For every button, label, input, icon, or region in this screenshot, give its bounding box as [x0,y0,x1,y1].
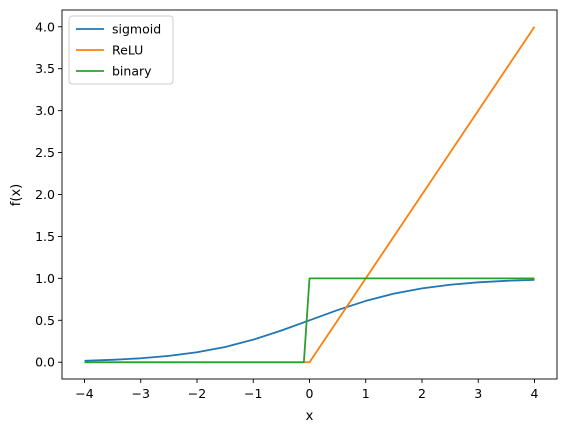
y-tick-label: 3.5 [35,61,55,76]
x-tick-label: −3 [132,386,150,401]
x-tick-label: −1 [244,386,262,401]
y-tick-label: 0.5 [35,313,55,328]
x-tick-label: −4 [75,386,93,401]
y-tick-label: 2.5 [35,145,55,160]
legend-label-sigmoid: sigmoid [112,22,161,37]
x-tick-label: 0 [306,386,314,401]
series-line-sigmoid [84,278,535,362]
axes-layer: −4 −3 −2 −1 0 1 2 3 4 0.0 0.5 1.0 1.5 2.0 2.5 3.0 3.5 4.0 [35,9,558,401]
legend-box [68,15,174,85]
y-axis-label: f(x) [9,184,24,206]
y-tick-label: 4.0 [35,19,55,34]
x-tick-label: 2 [418,386,426,401]
x-tick-label: −2 [188,386,206,401]
y-tick-label: 1.0 [35,271,55,286]
x-tick-label: 4 [531,386,539,401]
y-tick-label: 3.0 [35,103,55,118]
legend-label-binary: binary [112,64,152,79]
x-axis-label: x [306,409,314,424]
y-tick-label: 2.0 [35,187,55,202]
x-tick-label: 3 [474,386,482,401]
y-tick-label: 1.5 [35,229,55,244]
x-tick-label: 1 [362,386,370,401]
legend-label-relu: ReLU [112,43,143,58]
y-tick-label: 0.0 [35,355,55,370]
legend: sigmoid ReLU binary [68,15,174,85]
series-layer [84,26,536,364]
series-line-binary [84,277,535,364]
